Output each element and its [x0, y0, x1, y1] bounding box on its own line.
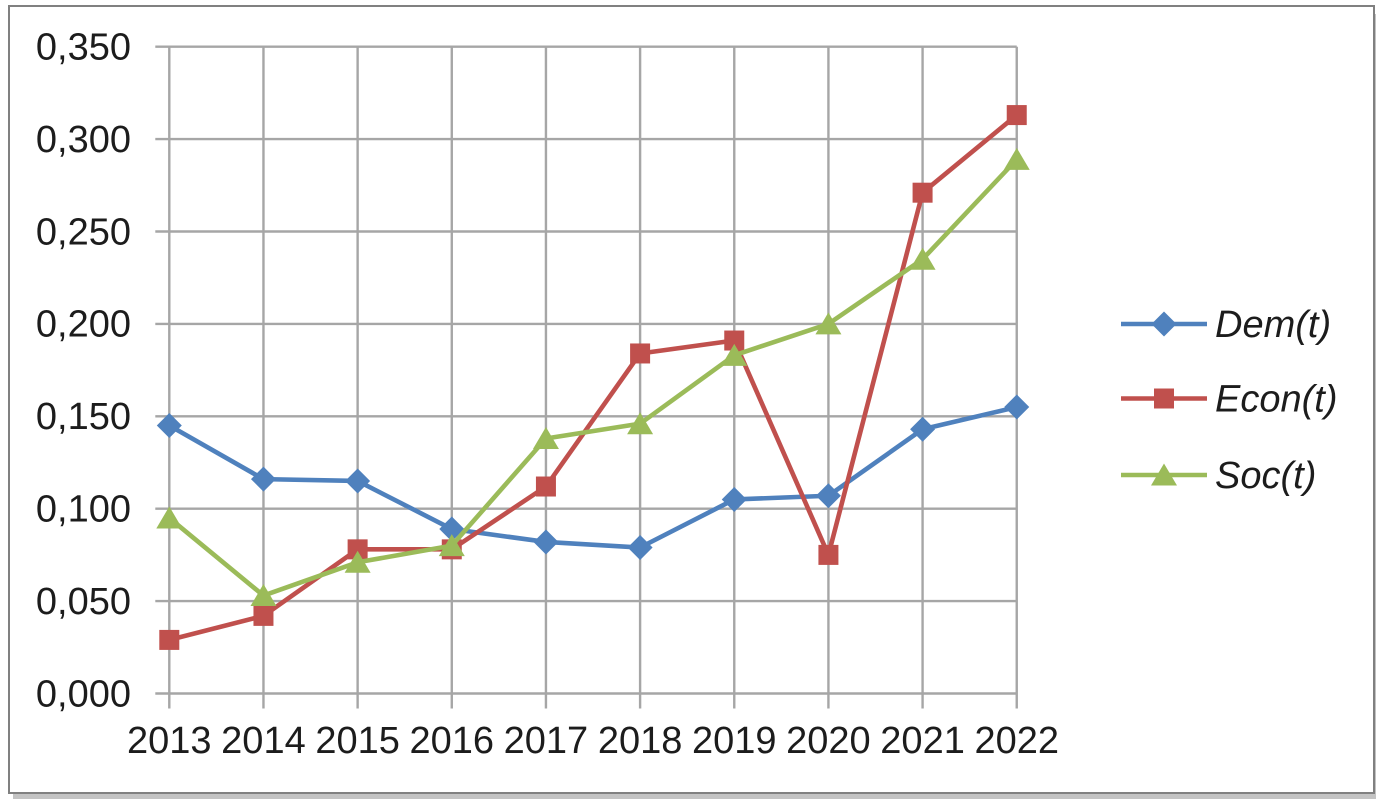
data-point-demt — [910, 416, 936, 442]
legend-marker-soct — [1151, 463, 1177, 486]
series-line-demt — [167, 404, 1020, 550]
data-point-econt — [912, 182, 933, 203]
data-point-demt — [533, 529, 559, 555]
x-tick-label: 2019 — [692, 720, 777, 762]
data-point-soct — [721, 343, 748, 366]
legend-item-soct: Soc(t) — [1121, 455, 1316, 497]
data-point-econt — [253, 605, 274, 626]
legend-marker-demt — [1151, 311, 1177, 337]
x-tick-label: 2022 — [974, 720, 1059, 762]
data-point-econt — [159, 629, 180, 650]
data-point-demt — [627, 535, 653, 561]
data-point-soct — [815, 312, 842, 335]
series-line-econt — [167, 112, 1020, 643]
data-point-demt — [156, 413, 182, 439]
series-line-soct — [167, 157, 1020, 598]
data-point-demt — [1004, 394, 1030, 420]
x-tick-label: 2018 — [598, 720, 683, 762]
data-point-soct — [250, 584, 277, 607]
legend-label-demt: Dem(t) — [1215, 304, 1331, 346]
data-point-soct — [438, 534, 465, 557]
data-point-soct — [532, 426, 559, 449]
legend-item-demt: Dem(t) — [1121, 304, 1331, 346]
data-point-demt — [250, 466, 276, 492]
data-point-soct — [909, 247, 936, 270]
series-layer — [156, 105, 1030, 650]
data-point-soct — [344, 550, 371, 573]
y-tick-label: 0,250 — [36, 211, 131, 253]
data-point-soct — [156, 506, 183, 529]
legend-label-soct: Soc(t) — [1215, 455, 1316, 497]
legend-label-econt: Econ(t) — [1215, 379, 1337, 421]
data-point-econt — [630, 343, 651, 364]
data-point-econt — [1006, 105, 1027, 126]
x-tick-label: 2014 — [221, 720, 306, 762]
data-point-demt — [721, 486, 747, 512]
x-tick-label: 2015 — [315, 720, 400, 762]
data-point-soct — [627, 412, 654, 435]
y-tick-label: 0,200 — [36, 304, 131, 346]
y-tick-label: 0,350 — [36, 27, 131, 69]
data-point-soct — [1003, 147, 1030, 170]
x-tick-label: 2017 — [504, 720, 589, 762]
data-point-econt — [535, 476, 556, 497]
y-tick-label: 0,050 — [36, 581, 131, 623]
data-point-econt — [724, 330, 745, 351]
y-tick-label: 0,100 — [36, 489, 131, 531]
data-point-econt — [818, 544, 839, 565]
data-point-econt — [347, 539, 368, 560]
legend-item-econt: Econ(t) — [1121, 379, 1337, 421]
data-point-demt — [345, 468, 371, 494]
x-tick-label: 2016 — [410, 720, 495, 762]
data-point-demt — [815, 483, 841, 509]
axis-labels-layer: 0,000 0,050 0,100 0,150 0,200 0,250 0,300 0,350… — [36, 27, 1059, 763]
x-tick-label: 2013 — [127, 720, 212, 762]
legend-marker-econt — [1154, 388, 1174, 409]
y-tick-label: 0,150 — [36, 396, 131, 438]
legend: Dem(t) Econ(t) Soc(t) — [1121, 304, 1337, 497]
x-tick-label: 2020 — [786, 720, 871, 762]
y-tick-label: 0,000 — [36, 673, 131, 715]
x-tick-label: 2021 — [880, 720, 965, 762]
gridlines-layer — [155, 45, 1018, 709]
y-tick-label: 0,300 — [36, 119, 131, 161]
